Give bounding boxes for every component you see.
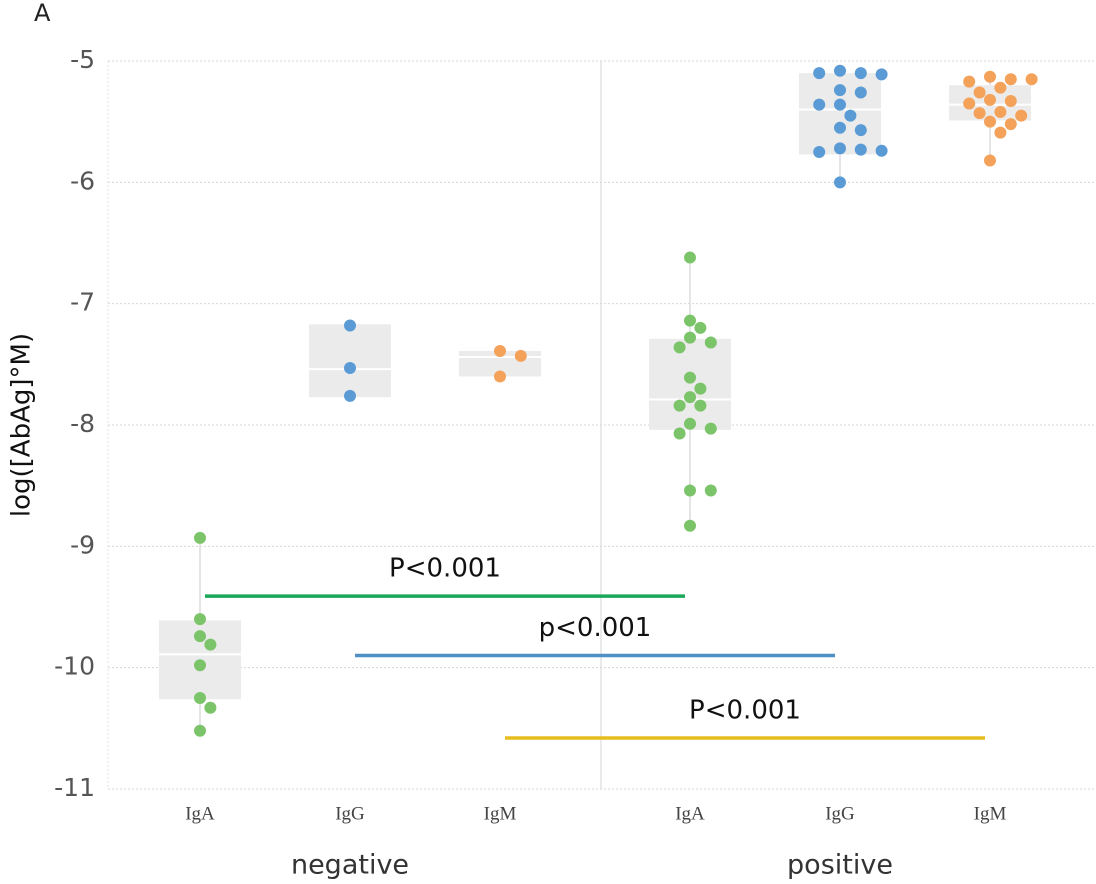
x-tick-label: IgA <box>675 803 705 824</box>
data-point <box>1015 109 1028 122</box>
data-point <box>1025 73 1038 86</box>
box <box>649 338 731 430</box>
group-label: negative <box>291 850 409 881</box>
y-tick-label: -6 <box>70 166 95 195</box>
x-tick-label: IgM <box>974 803 1007 824</box>
data-point <box>694 382 707 395</box>
data-point <box>984 70 996 83</box>
significance-label: p<0.001 <box>539 613 652 643</box>
data-point <box>834 98 846 111</box>
data-point <box>684 314 696 327</box>
panel-label: A <box>34 0 51 27</box>
y-tick-label: -11 <box>54 773 95 802</box>
data-point <box>854 143 867 156</box>
data-point <box>344 319 356 332</box>
y-tick-label: -5 <box>70 45 95 74</box>
data-point <box>673 427 686 440</box>
y-tick-label: -8 <box>70 409 95 438</box>
data-point <box>984 115 996 128</box>
x-tick-label: IgG <box>825 803 855 824</box>
data-point <box>994 105 1007 118</box>
data-point <box>973 107 986 120</box>
data-point <box>494 370 506 383</box>
data-point <box>194 724 206 737</box>
data-point <box>813 67 826 80</box>
box <box>309 324 391 398</box>
data-point <box>494 344 506 357</box>
data-point <box>194 659 206 672</box>
data-point <box>204 638 217 651</box>
data-point <box>834 142 846 155</box>
y-tick-label: -7 <box>70 288 95 317</box>
data-point <box>514 349 527 362</box>
data-point <box>694 321 707 334</box>
data-point <box>344 361 356 374</box>
x-tick-label: IgA <box>185 803 215 824</box>
data-point <box>994 126 1007 139</box>
data-point <box>684 251 696 264</box>
data-point <box>194 613 206 626</box>
data-point <box>194 531 206 544</box>
y-axis-label: log([AbAg]°M) <box>7 333 37 517</box>
data-point <box>1004 95 1017 108</box>
data-point <box>834 121 846 134</box>
data-point <box>673 399 686 412</box>
significance-label: P<0.001 <box>389 554 501 584</box>
data-point <box>984 93 996 106</box>
data-point <box>844 109 857 122</box>
data-point <box>834 84 846 97</box>
x-tick-label: IgG <box>335 803 365 824</box>
data-point <box>854 86 867 99</box>
data-point <box>694 399 707 412</box>
y-tick-label: -9 <box>70 530 95 559</box>
data-point <box>875 68 888 81</box>
data-point <box>194 692 206 704</box>
data-point <box>1004 118 1017 131</box>
data-point <box>684 391 696 404</box>
data-point <box>834 176 846 189</box>
data-point <box>194 630 206 643</box>
data-point <box>994 81 1007 94</box>
group-label: positive <box>787 850 893 881</box>
data-point <box>984 154 996 167</box>
data-point <box>875 144 888 157</box>
data-point <box>854 124 867 137</box>
data-point <box>344 389 356 402</box>
data-point <box>973 86 986 99</box>
data-point <box>684 331 696 344</box>
data-point <box>704 336 717 349</box>
data-point <box>673 341 686 354</box>
data-point <box>204 701 217 714</box>
x-tick-label: IgM <box>484 803 517 824</box>
data-point <box>963 97 976 110</box>
data-point <box>963 75 976 88</box>
data-point <box>813 146 826 158</box>
data-point <box>684 371 696 384</box>
data-point <box>813 98 826 111</box>
data-point <box>704 484 717 497</box>
data-point <box>684 519 696 532</box>
data-point <box>854 67 867 80</box>
data-point <box>704 422 717 435</box>
y-tick-label: -10 <box>54 652 95 681</box>
data-point <box>834 64 846 77</box>
data-point <box>684 417 696 430</box>
data-point <box>1004 73 1017 86</box>
significance-label: P<0.001 <box>689 696 801 726</box>
data-point <box>684 484 696 497</box>
